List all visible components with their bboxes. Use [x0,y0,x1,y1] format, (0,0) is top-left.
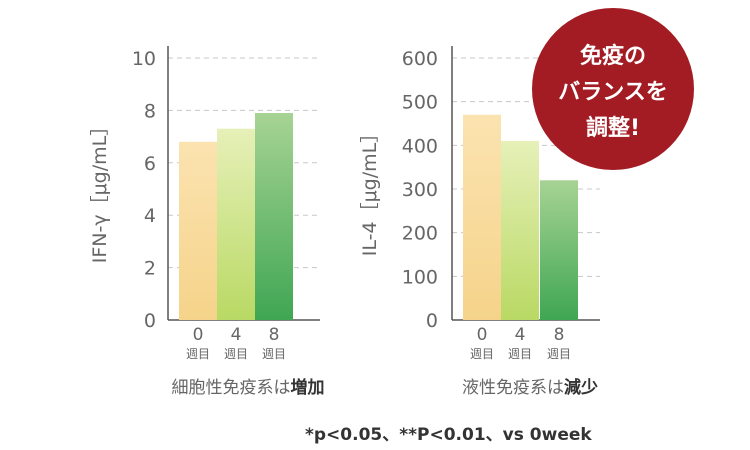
caption-text: 液性免疫系は [462,378,564,398]
x-tick-unit: 週目 [547,347,571,361]
y-axis-label: IFN-γ［μg/mL］ [89,117,111,264]
x-tick-unit: 週目 [508,347,532,361]
caption-text: 細胞性免疫系は [172,378,291,398]
x-tick-label: 4 [231,325,242,345]
il4-chart: 0 100 200 300 400 500 600 0 週目 4 週目 8 週目 IL-4［μg/mL］ 液… [359,46,600,398]
badge-line2: バランスを [558,80,668,105]
x-tick-label: 8 [269,325,280,345]
y-axis-label: IL-4［μg/mL］ [359,124,381,256]
x-tick-label: 8 [554,325,565,345]
chart-caption: 細胞性免疫系は増加 [172,377,325,398]
x-tick-unit: 週目 [262,347,286,361]
y-tick-label: 6 [144,153,156,175]
bar-week-8 [540,180,578,320]
y-tick-label: 10 [132,48,156,70]
x-tick-label: 0 [193,325,204,345]
badge-line1: 免疫の [579,44,646,69]
chart-caption: 液性免疫系は減少 [462,377,598,398]
ifn-gamma-chart: 0 2 4 6 8 10 0 週目 4 週目 8 週目 IFN-γ［μg/mL］ 細胞性免疫系は増加 [89,46,325,398]
bar-week-8 [255,113,293,321]
y-tick-label: 500 [402,92,438,114]
badge-line3: 調整! [585,116,641,141]
y-tick-label: 100 [402,266,438,288]
x-tick-label: 0 [477,325,488,345]
caption-emphasis: 減少 [564,377,598,398]
y-tick-label: 4 [144,205,156,227]
y-tick-label: 600 [402,48,438,70]
x-tick-unit: 週目 [224,347,248,361]
x-tick-unit: 週目 [470,347,494,361]
caption-emphasis: 増加 [291,377,325,398]
x-tick-unit: 週目 [186,347,210,361]
footnote: *p<0.05、**P<0.01、vs 0week [305,425,592,445]
x-tick-label: 4 [515,325,526,345]
bar-week-4 [217,128,255,320]
y-tick-label: 8 [144,100,156,122]
bar-week-0 [463,114,501,321]
balance-badge: 免疫の バランスを 調整! [532,8,694,170]
y-tick-label: 200 [402,223,438,245]
bar-week-4 [501,140,539,320]
y-tick-label: 2 [144,258,156,280]
bar-week-0 [179,141,217,320]
y-tick-label: 0 [144,310,156,332]
y-tick-label: 0 [426,310,438,332]
y-tick-label: 300 [402,179,438,201]
y-tick-label: 400 [402,135,438,157]
